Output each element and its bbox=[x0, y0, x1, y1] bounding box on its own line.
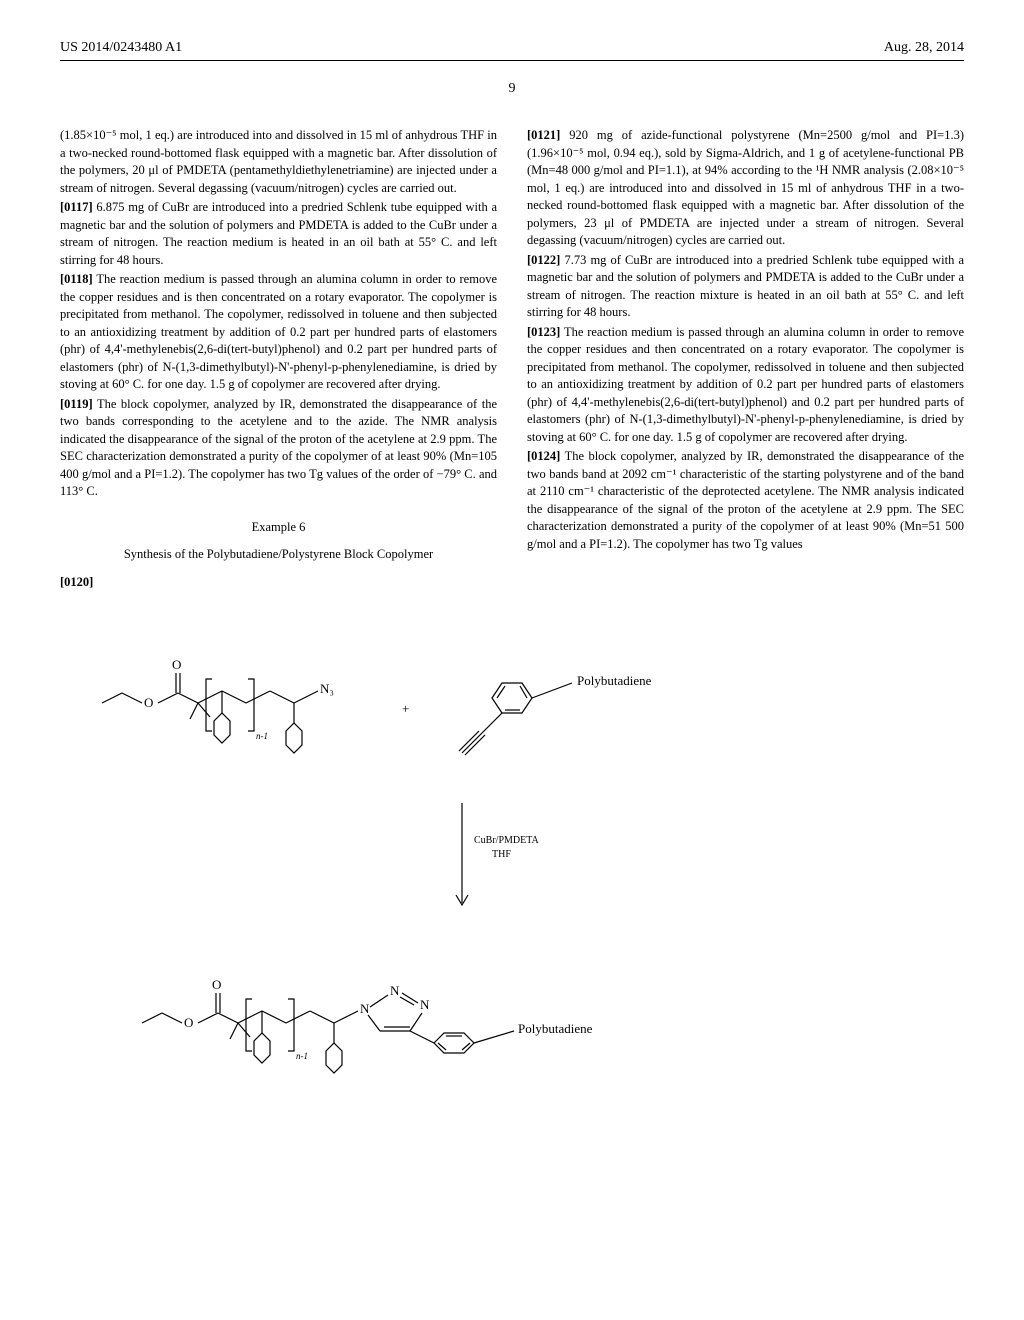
para-text: 6.875 mg of CuBr are introduced into a p… bbox=[60, 200, 497, 267]
para-num: [0119] bbox=[60, 397, 93, 411]
paragraph-0123: [0123] The reaction medium is passed thr… bbox=[527, 324, 964, 447]
para-num: [0121] bbox=[527, 128, 560, 142]
example-heading: Example 6 bbox=[60, 519, 497, 537]
n-label: N bbox=[360, 1001, 370, 1016]
arrow-label-2: THF bbox=[492, 849, 511, 860]
patent-number: US 2014/0243480 A1 bbox=[60, 40, 182, 56]
repeat-label: n-1 bbox=[296, 1051, 308, 1061]
reaction-scheme: O O n-1 N₃ bbox=[60, 623, 964, 1143]
arrow-label-1: CuBr/PMDETA bbox=[474, 835, 540, 846]
paragraph-0124: [0124] The block copolymer, analyzed by … bbox=[527, 448, 964, 553]
page-header: US 2014/0243480 A1 Aug. 28, 2014 bbox=[60, 40, 964, 61]
left-column: (1.85×10⁻⁵ mol, 1 eq.) are introduced in… bbox=[60, 127, 497, 593]
o-label: O bbox=[184, 1015, 193, 1030]
para-num: [0124] bbox=[527, 449, 560, 463]
page-number: 9 bbox=[60, 81, 964, 97]
pb-label-top: Polybutadiene bbox=[577, 673, 652, 688]
paragraph-intro: (1.85×10⁻⁵ mol, 1 eq.) are introduced in… bbox=[60, 127, 497, 197]
para-text: 920 mg of azide-functional polystyrene (… bbox=[527, 128, 964, 247]
text-columns: (1.85×10⁻⁵ mol, 1 eq.) are introduced in… bbox=[60, 127, 964, 593]
o-label: O bbox=[212, 977, 221, 992]
paragraph-0118: [0118] The reaction medium is passed thr… bbox=[60, 271, 497, 394]
pb-label-bottom: Polybutadiene bbox=[518, 1021, 593, 1036]
o-label: O bbox=[144, 695, 153, 710]
para-num: [0118] bbox=[60, 272, 93, 286]
paragraph-0117: [0117] 6.875 mg of CuBr are introduced i… bbox=[60, 199, 497, 269]
para-text: The block copolymer, analyzed by IR, dem… bbox=[60, 397, 497, 499]
o-label: O bbox=[172, 657, 181, 672]
paragraph-0120: [0120] bbox=[60, 574, 497, 592]
n-label: N bbox=[390, 983, 400, 998]
para-num: [0120] bbox=[60, 575, 93, 589]
patent-date: Aug. 28, 2014 bbox=[884, 40, 964, 56]
paragraph-0122: [0122] 7.73 mg of CuBr are introduced in… bbox=[527, 252, 964, 322]
azide-label: N₃ bbox=[320, 681, 334, 696]
para-text: 7.73 mg of CuBr are introduced into a pr… bbox=[527, 253, 964, 320]
para-num: [0122] bbox=[527, 253, 560, 267]
paragraph-0121: [0121] 920 mg of azide-functional polyst… bbox=[527, 127, 964, 250]
example-subtitle: Synthesis of the Polybutadiene/Polystyre… bbox=[60, 546, 497, 564]
right-column: [0121] 920 mg of azide-functional polyst… bbox=[527, 127, 964, 593]
para-text: The block copolymer, analyzed by IR, dem… bbox=[527, 449, 964, 551]
n-label: N bbox=[420, 997, 430, 1012]
paragraph-0119: [0119] The block copolymer, analyzed by … bbox=[60, 396, 497, 501]
para-text: The reaction medium is passed through an… bbox=[527, 325, 964, 444]
para-text: The reaction medium is passed through an… bbox=[60, 272, 497, 391]
repeat-label: n-1 bbox=[256, 731, 268, 741]
para-num: [0117] bbox=[60, 200, 93, 214]
plus-sign: + bbox=[402, 701, 409, 716]
para-num: [0123] bbox=[527, 325, 560, 339]
